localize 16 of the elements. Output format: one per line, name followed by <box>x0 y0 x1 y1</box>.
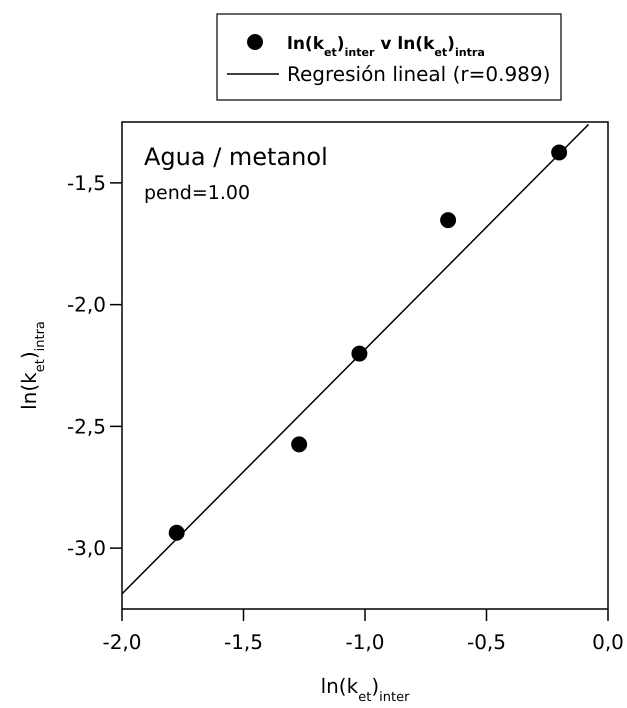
annotation: pend=1.00 <box>144 182 250 204</box>
legend-label: ln(k$_{et}$)$_{inter}$ v ln(k$_{et}$)$_{intra}$ <box>287 34 485 58</box>
x-tick-label: -1,0 <box>345 630 385 654</box>
legend-label: Regresión lineal (r=0.989) <box>287 62 550 86</box>
point <box>440 212 456 228</box>
x-axis-title: ln(k$_{et}$)$_{inter}$ <box>320 674 410 704</box>
x-tick-label: -2,0 <box>102 630 142 654</box>
x-tick-label: 0,0 <box>592 630 624 654</box>
y-tick-label: -1,5 <box>66 170 106 195</box>
y-tick-label: -2,0 <box>66 292 106 317</box>
point <box>291 436 308 452</box>
x-tick-label: -1,5 <box>224 630 264 654</box>
x-tick-label: -0,5 <box>466 630 506 654</box>
y-tick-label: -3,0 <box>66 536 106 560</box>
y-tick-label: -2,5 <box>66 414 106 438</box>
annotation: Agua / metanol <box>144 143 328 171</box>
